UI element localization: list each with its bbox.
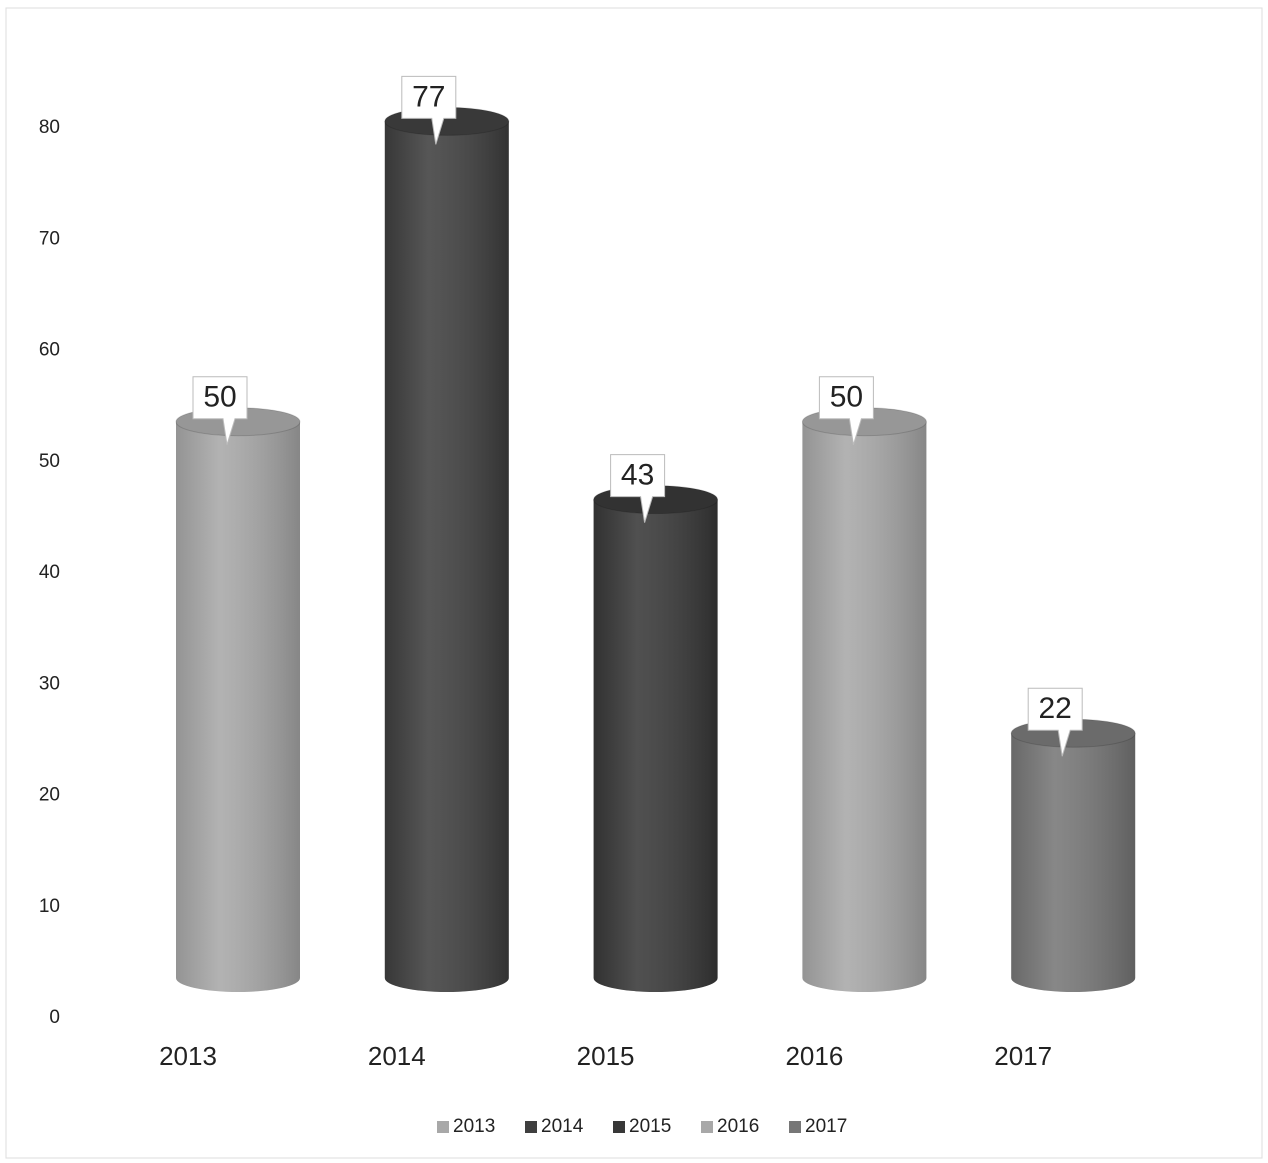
y-tick-label: 20 <box>39 785 60 806</box>
bar-shade <box>802 421 927 993</box>
bar-shade <box>176 421 300 992</box>
legend-label: 2016 <box>717 1116 759 1137</box>
data-label: 43 <box>621 459 654 492</box>
y-tick-label: 0 <box>49 1007 60 1028</box>
y-tick-label: 60 <box>39 340 60 361</box>
y-tick-label: 80 <box>39 117 60 138</box>
x-tick-label: 2017 <box>994 1041 1052 1071</box>
legend-swatch <box>437 1121 449 1133</box>
bar-shade <box>1011 733 1136 992</box>
data-label-box <box>192 376 248 445</box>
bar-shade <box>384 121 509 993</box>
y-tick-label: 30 <box>39 673 60 694</box>
data-label: 77 <box>412 80 445 113</box>
data-label-box <box>1027 687 1083 757</box>
data-label-box <box>401 75 457 145</box>
x-tick-label: 2016 <box>785 1041 843 1071</box>
x-tick-label: 2015 <box>577 1041 635 1071</box>
y-tick-label: 40 <box>39 562 60 583</box>
legend-swatch <box>789 1121 801 1133</box>
legend-label: 2015 <box>629 1116 671 1137</box>
bar-shade <box>593 499 718 993</box>
x-tick-label: 2014 <box>368 1041 426 1071</box>
data-label-box <box>818 376 874 445</box>
legend-swatch <box>701 1121 713 1133</box>
data-label: 50 <box>830 381 863 414</box>
legend-swatch <box>525 1121 537 1133</box>
legend-label: 2013 <box>453 1116 495 1137</box>
legend-label: 2014 <box>541 1116 584 1137</box>
legend-label: 2017 <box>805 1116 847 1137</box>
data-label: 50 <box>203 381 236 414</box>
y-tick-label: 70 <box>39 228 60 249</box>
x-tick-label: 2013 <box>159 1041 217 1071</box>
data-label: 22 <box>1039 692 1072 725</box>
legend-swatch <box>613 1121 625 1133</box>
y-tick-label: 10 <box>39 896 60 917</box>
y-tick-label: 50 <box>39 451 60 472</box>
data-label-box <box>610 454 666 523</box>
